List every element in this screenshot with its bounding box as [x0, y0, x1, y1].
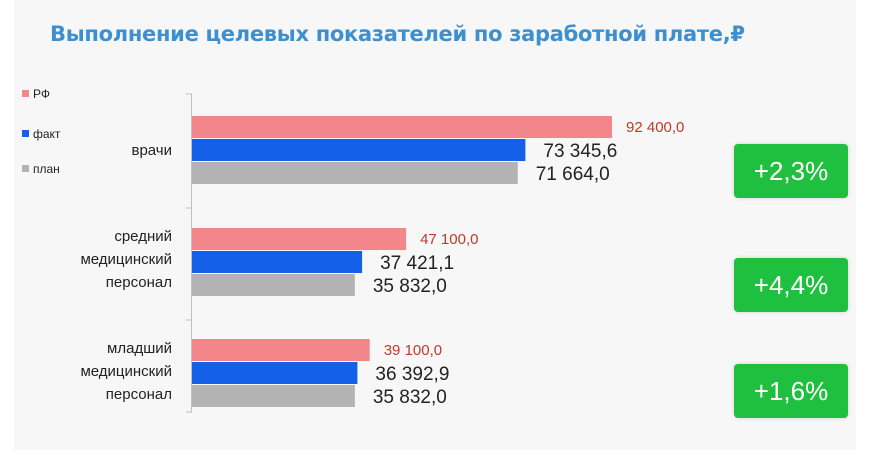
data-label-rf-mid-staff: 47 100,0 — [420, 231, 478, 248]
legend-swatch-fact — [22, 130, 29, 138]
category-label-junior-staff: младший медицинский персонал — [80, 340, 172, 403]
legend-swatch-rf — [22, 90, 29, 98]
data-label-plan-junior-staff: 35 832,0 — [373, 387, 447, 408]
category-label-doctors: врачи — [131, 142, 172, 159]
data-label-rf-junior-staff: 39 100,0 — [384, 342, 442, 359]
bar-rf-mid-staff — [192, 228, 407, 250]
data-label-fact-junior-staff: 36 392,9 — [375, 364, 449, 385]
bar-fact-mid-staff — [192, 251, 363, 273]
chart-frame — [14, 0, 856, 450]
category-label-mid-staff: средний медицинский персонал — [80, 228, 172, 291]
bar-plan-mid-staff — [192, 274, 355, 296]
data-label-plan-doctors: 71 664,0 — [536, 164, 610, 185]
legend-item-rf: РФ — [22, 86, 50, 104]
legend-label-fact: факт — [33, 126, 61, 141]
data-label-fact-doctors: 73 345,6 — [543, 141, 617, 162]
legend-item-fact: факт — [22, 126, 60, 144]
bar-plan-junior-staff — [192, 385, 355, 407]
growth-badge-mid-staff: +4,4% — [734, 258, 848, 312]
bar-plan-doctors — [192, 162, 518, 184]
legend-label-plan: план — [33, 161, 60, 176]
legend-swatch-plan — [22, 165, 29, 173]
bar-fact-junior-staff — [192, 362, 358, 384]
growth-badge-doctors: +2,3% — [734, 144, 848, 198]
data-label-plan-mid-staff: 35 832,0 — [373, 276, 447, 297]
chart-title: Выполнение целевых показателей по зарабо… — [50, 22, 745, 46]
bar-fact-doctors — [192, 139, 526, 161]
legend-label-rf: РФ — [33, 86, 50, 101]
legend-item-plan: план — [22, 161, 60, 179]
data-label-fact-mid-staff: 37 421,1 — [380, 253, 454, 274]
bars-layer: 92 400,0 73 345,671 664,0 47 100,0 37 421,1… — [186, 93, 684, 413]
data-label-rf-doctors: 92 400,0 — [626, 119, 684, 136]
bar-rf-junior-staff — [192, 339, 370, 361]
bar-rf-doctors — [192, 116, 612, 138]
growth-badge-junior-staff: +1,6% — [734, 364, 848, 418]
